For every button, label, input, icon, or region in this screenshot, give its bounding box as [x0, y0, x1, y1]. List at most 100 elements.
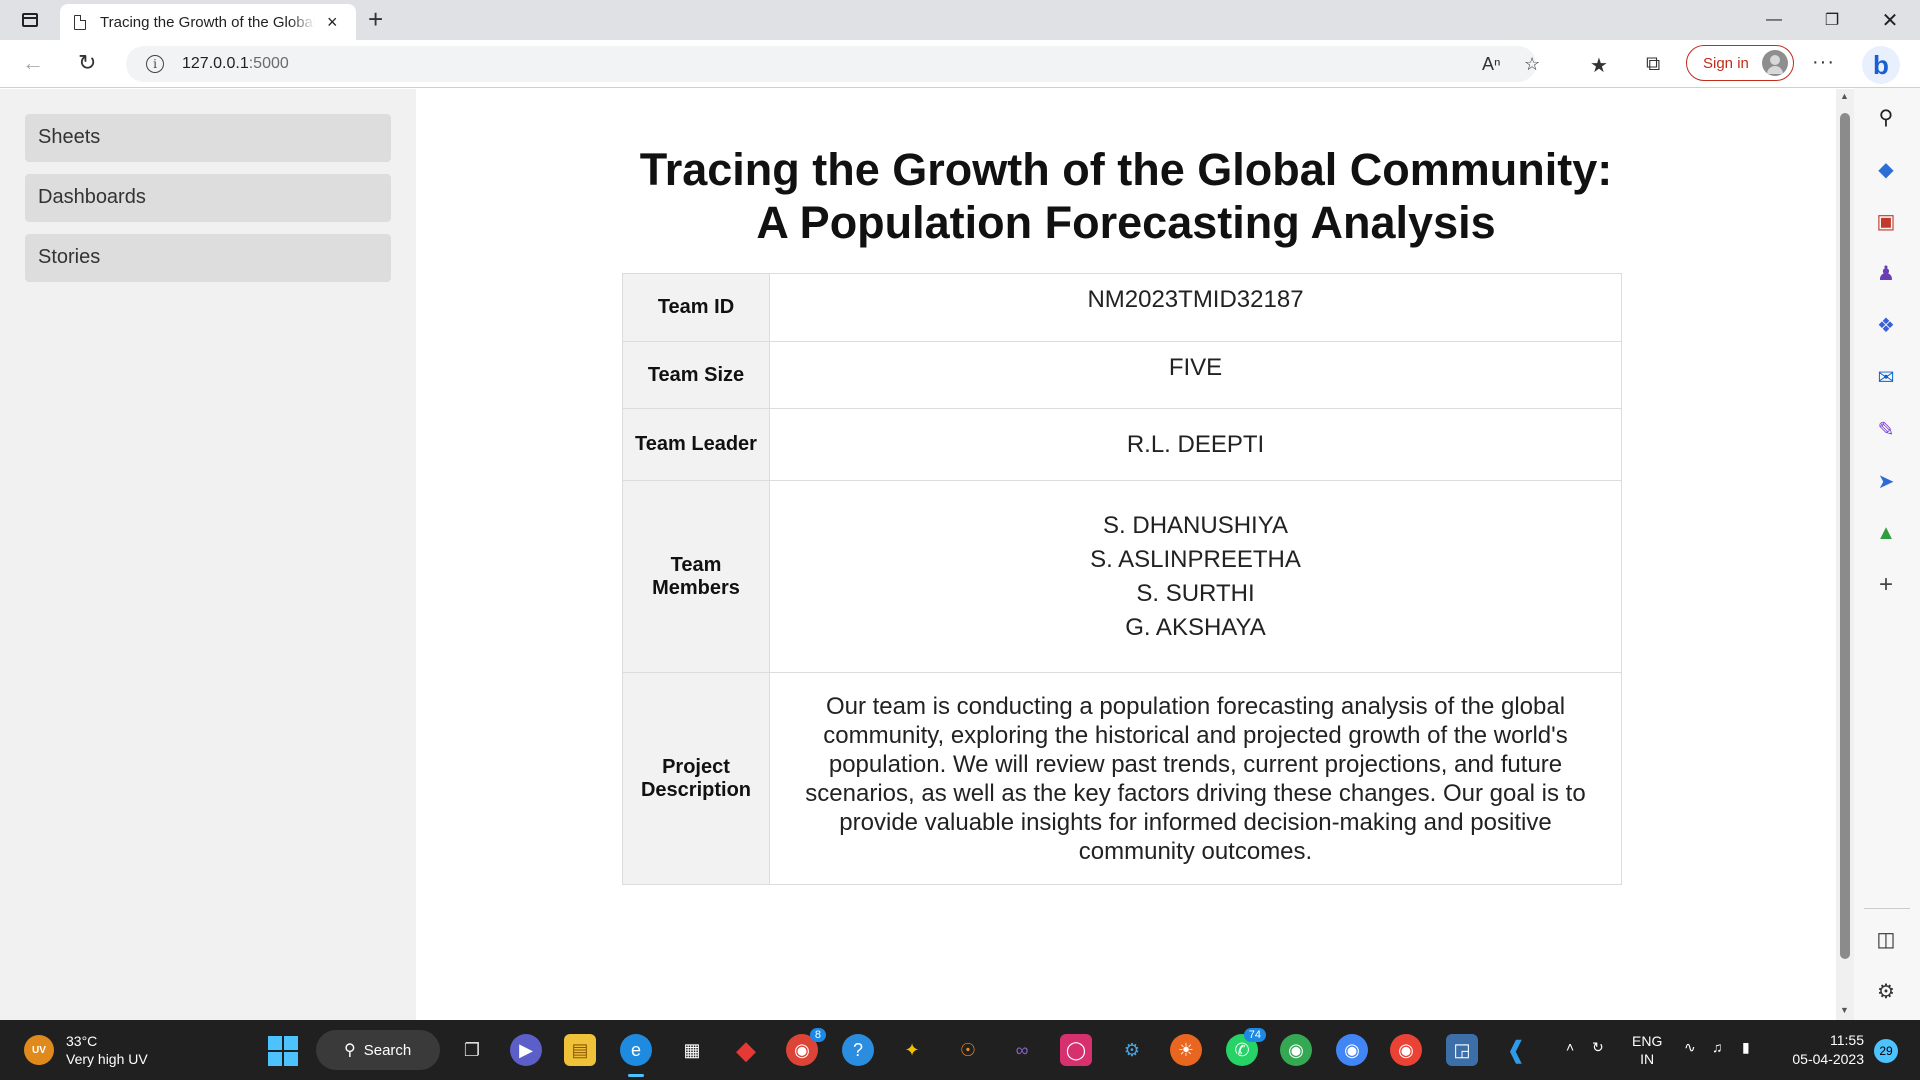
task-view-icon[interactable]: ❐	[463, 1039, 481, 1060]
blender-icon[interactable]: ☉	[959, 1039, 977, 1060]
team-id-value: NM2023TMID32187	[769, 273, 1622, 342]
site-info-icon[interactable]: i	[146, 55, 164, 73]
sync-icon[interactable]: ↻	[1592, 1039, 1604, 1055]
page-icon	[74, 14, 86, 30]
scroll-up-icon[interactable]: ▲	[1840, 91, 1849, 101]
clock[interactable]: 11:55 05-04-2023	[1778, 1031, 1864, 1069]
url-host: 127.0.0.1	[182, 55, 249, 72]
chrome-badge: 8	[809, 1028, 826, 1042]
tab-close-icon[interactable]: ×	[327, 11, 338, 32]
browser-tab[interactable]: Tracing the Growth of the Global Communi…	[60, 4, 356, 40]
team-members-label: Team Members	[622, 480, 770, 673]
favorites-icon[interactable]: ★	[1590, 55, 1608, 77]
python-idle-icon[interactable]: ✦	[904, 1039, 920, 1060]
avatar	[1762, 50, 1788, 76]
wifi-icon[interactable]: ∿	[1684, 1039, 1696, 1055]
project-info-table: Team ID NM2023TMID32187 Team Size FIVE T…	[622, 273, 1622, 885]
team-leader-value: R.L. DEEPTI	[769, 408, 1622, 481]
lang-line1: ENG	[1632, 1033, 1663, 1049]
uv-badge: UV	[24, 1035, 54, 1065]
show-hidden-icons[interactable]: ˄	[1566, 1039, 1575, 1055]
table-row: Team Leader R.L. DEEPTI	[622, 408, 1622, 481]
add-icon[interactable]: +	[1878, 571, 1893, 598]
table-row: Team Size FIVE	[622, 341, 1622, 409]
team-member: S. DHANUSHIYA	[1103, 511, 1288, 539]
search-icon[interactable]: ⚲	[1878, 106, 1894, 129]
restore-icon[interactable]: ❐	[1824, 12, 1840, 29]
visual-studio-icon[interactable]: ∞	[1015, 1039, 1029, 1060]
gear-icon[interactable]: ⚙	[1877, 980, 1895, 1003]
team-member: S. SURTHI	[1136, 579, 1255, 607]
tree-icon[interactable]: ▲	[1876, 521, 1896, 544]
chrome-profile-icon[interactable]: ◉	[1336, 1034, 1368, 1066]
sign-in-button[interactable]: Sign in	[1686, 45, 1794, 81]
send-icon[interactable]: ➤	[1877, 470, 1895, 493]
weather-description: Very high UV	[66, 1051, 148, 1067]
new-tab-button[interactable]: +	[368, 4, 384, 34]
firefox-icon[interactable]: ☀	[1170, 1034, 1202, 1066]
python-icon[interactable]: ⚙	[1123, 1039, 1141, 1060]
microsoft-store-icon[interactable]: ▦	[683, 1039, 701, 1060]
scrollbar-thumb[interactable]	[1840, 113, 1850, 959]
page-title-line2: A Population Forecasting Analysis	[756, 197, 1496, 248]
app-window-icon[interactable]: ◲	[1446, 1034, 1478, 1066]
sign-in-label: Sign in	[1703, 54, 1749, 72]
url-input[interactable]: i 127.0.0.1:5000 Aⁿ ☆	[126, 46, 1540, 82]
temperature: 33°C	[66, 1033, 98, 1049]
team-size-value: FIVE	[769, 341, 1622, 409]
edge-browser-icon[interactable]: e	[620, 1034, 652, 1066]
back-icon[interactable]: ←	[22, 50, 44, 75]
tab-title: Tracing the Growth of the Global Communi…	[100, 13, 315, 31]
sidebar-item-dashboards[interactable]: Dashboards	[25, 174, 391, 222]
refresh-icon[interactable]: ↻	[78, 50, 97, 75]
team-members-value: S. DHANUSHIYA S. ASLINPREETHA S. SURTHI …	[769, 480, 1622, 673]
add-favorite-icon[interactable]: ☆	[1524, 54, 1541, 74]
sidebar-item-stories[interactable]: Stories	[25, 234, 391, 282]
chrome-icon[interactable]: ◉ 8	[786, 1028, 826, 1066]
vscode-icon[interactable]: ❰	[1505, 1036, 1527, 1064]
search-icon: ⚲	[344, 1042, 356, 1059]
sidebar-item-sheets[interactable]: Sheets	[25, 114, 391, 162]
taskbar-search-label: Search	[363, 1041, 412, 1059]
whatsapp-badge: 74	[1243, 1028, 1266, 1042]
tab-actions-icon[interactable]	[14, 8, 46, 32]
table-row: Team Members S. DHANUSHIYA S. ASLINPREET…	[622, 480, 1622, 673]
shopping-tag-icon[interactable]: ◆	[1878, 158, 1894, 181]
browser-tab-bar: Tracing the Growth of the Global Communi…	[0, 0, 1920, 40]
taskbar: UV 33°C Very high UV ⚲ Search ❐ ▶ ▤ e ▦ …	[0, 1020, 1920, 1080]
weather-widget[interactable]: UV 33°C Very high UV	[24, 1032, 148, 1068]
divider	[1864, 908, 1910, 909]
battery-icon[interactable]: ▮	[1742, 1039, 1750, 1055]
whatsapp-icon[interactable]: ✆ 74	[1226, 1028, 1266, 1066]
language-indicator[interactable]: ENG IN	[1632, 1032, 1662, 1068]
file-explorer-icon[interactable]: ▤	[564, 1034, 596, 1066]
collections-icon[interactable]: ⧉	[1646, 53, 1661, 75]
designer-icon[interactable]: ✎	[1877, 418, 1895, 441]
notification-badge[interactable]: 29	[1874, 1039, 1898, 1063]
microsoft-365-icon[interactable]: ❖	[1877, 314, 1895, 337]
outlook-icon[interactable]: ✉	[1877, 366, 1895, 389]
instagram-icon[interactable]: ◯	[1060, 1034, 1092, 1066]
minimize-icon[interactable]: —	[1766, 11, 1782, 28]
help-icon[interactable]: ?	[842, 1034, 874, 1066]
windows-start-icon[interactable]	[268, 1036, 298, 1066]
app-sidebar: Sheets Dashboards Stories	[0, 89, 416, 1020]
close-window-icon[interactable]: ✕	[1881, 9, 1899, 32]
edge-sidebar: ⚲ ◆ ▣ ♟ ❖ ✉ ✎ ➤ ▲ + ◫ ⚙	[1854, 88, 1920, 1020]
chrome-profile-icon[interactable]: ◉	[1280, 1034, 1312, 1066]
main-content: Tracing the Growth of the Global Communi…	[416, 89, 1836, 1020]
chrome-profile-icon[interactable]: ◉	[1390, 1034, 1422, 1066]
taskbar-search[interactable]: ⚲ Search	[316, 1030, 440, 1070]
page-scrollbar[interactable]: ▲ ▼	[1836, 89, 1854, 1020]
more-menu-icon[interactable]: ···	[1812, 51, 1835, 73]
tools-briefcase-icon[interactable]: ▣	[1876, 210, 1896, 233]
app-diamond-icon[interactable]: ◆	[736, 1034, 756, 1065]
sidebar-toggle-icon[interactable]: ◫	[1876, 928, 1896, 951]
teams-chat-icon[interactable]: ▶	[510, 1034, 542, 1066]
page-title: Tracing the Growth of the Global Communi…	[416, 143, 1836, 249]
scroll-down-icon[interactable]: ▼	[1840, 1005, 1849, 1015]
volume-icon[interactable]: ♫	[1712, 1039, 1723, 1055]
bing-chat-icon[interactable]: b	[1862, 46, 1900, 84]
read-aloud-icon[interactable]: Aⁿ	[1482, 54, 1501, 74]
games-icon[interactable]: ♟	[1877, 262, 1895, 285]
